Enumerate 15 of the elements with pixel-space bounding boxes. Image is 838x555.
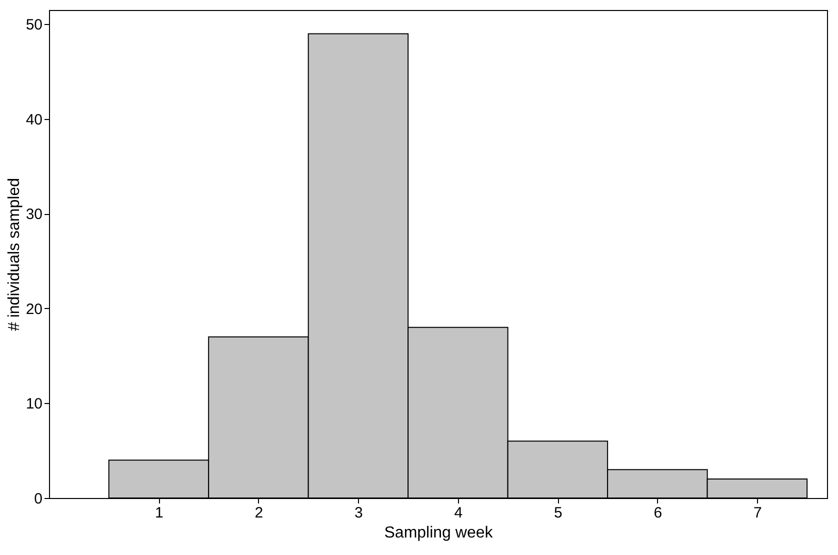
x-tick-label: 3 — [354, 504, 363, 522]
x-tick-label: 2 — [254, 504, 264, 522]
y-tick-label: 50 — [26, 16, 42, 34]
x-tick-label: 4 — [454, 504, 463, 522]
y-axis-title: # individuals sampled — [6, 178, 23, 331]
y-tick-label: 20 — [26, 300, 42, 318]
x-tick-label: 1 — [155, 504, 164, 522]
y-tick-label: 40 — [26, 111, 42, 128]
x-axis-title: Sampling week — [384, 524, 494, 542]
y-tick-label: 10 — [26, 396, 42, 413]
x-tick-label: 5 — [554, 504, 562, 522]
y-tick-label: 0 — [34, 490, 42, 508]
x-tick-label: 7 — [754, 504, 762, 522]
x-tick-label: 6 — [654, 504, 662, 522]
y-tick-label: 30 — [26, 206, 42, 224]
